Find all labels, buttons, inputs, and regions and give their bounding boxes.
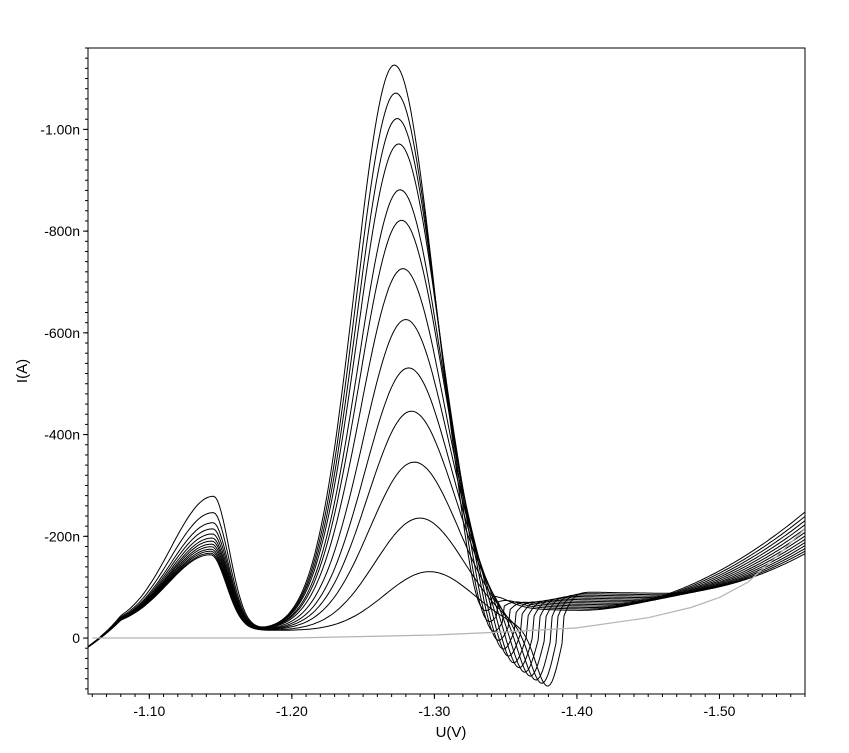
scan-curve <box>88 517 805 684</box>
y-tick-label: -1.00n <box>40 121 80 137</box>
data-curves <box>88 64 805 687</box>
scan-curve <box>88 143 805 648</box>
x-tick-label: -1.40 <box>561 703 593 719</box>
x-tick-label: -1.20 <box>276 703 308 719</box>
x-tick-label: -1.10 <box>133 703 165 719</box>
y-axis-ticks: 0 -200n -400n -600n -800n -1.00n <box>40 121 88 646</box>
x-tick-label: -1.50 <box>704 703 736 719</box>
baseline-curve <box>92 528 805 639</box>
y-tick-label: -800n <box>44 223 80 239</box>
y-tick-label: 0 <box>72 630 80 646</box>
x-axis-ticks: -1.10 -1.20 -1.30 -1.40 -1.50 <box>133 694 736 719</box>
scan-curve <box>88 553 805 687</box>
y-tick-label: -400n <box>44 427 80 443</box>
y-axis-label: I(A) <box>14 359 31 383</box>
plot-frame <box>87 47 806 695</box>
x-axis-label: U(V) <box>436 724 467 741</box>
x-tick-label: -1.30 <box>418 703 450 719</box>
y-tick-label: -200n <box>44 528 80 544</box>
y-tick-label: -600n <box>44 325 80 341</box>
